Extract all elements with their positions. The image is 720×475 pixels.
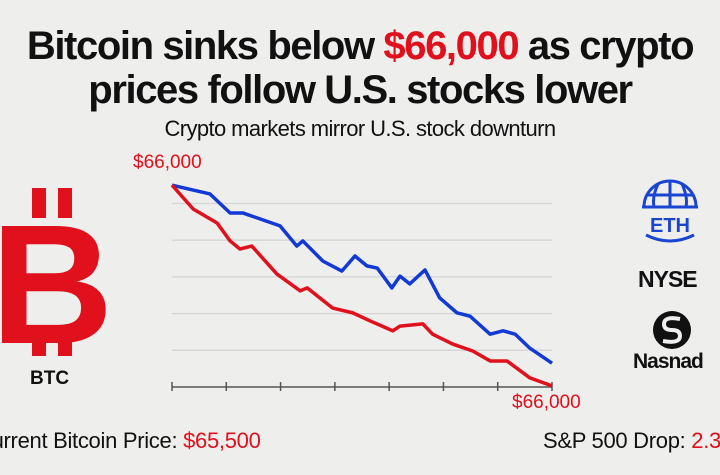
nasnad-label: Nasnad: [633, 350, 704, 373]
headline-price: $66,000: [383, 24, 519, 68]
end-value-label: $66,000: [512, 392, 581, 413]
sp500-drop-label: S&P 500 Drop:: [543, 428, 692, 453]
sp500-drop: S&P 500 Drop: 2.3: [543, 428, 720, 454]
headline-text: as crypto: [518, 24, 695, 68]
bitcoin-icon: B: [0, 188, 112, 368]
eth-label: ETH: [650, 215, 690, 237]
current-price-label: Current Bitcoin Price:: [0, 428, 178, 453]
headline-line-1: Bitcoin sinks below $66,000 as crypto: [26, 24, 695, 68]
headline-text: Bitcoin sinks below: [26, 24, 384, 68]
svg-text:B: B: [0, 190, 112, 368]
series-line-0: [171, 183, 553, 365]
headline-line-2: prices follow U.S. stocks lower: [88, 68, 633, 112]
nyse-label: NYSE: [638, 266, 698, 292]
current-price-value: $65,500: [183, 428, 261, 453]
sp500-drop-value: 2.3: [691, 428, 720, 453]
globe-icon: ETH: [642, 179, 698, 243]
s-swirl-logo-icon: [653, 311, 691, 349]
btc-label: BTC: [30, 368, 70, 389]
subtitle: Crypto markets mirror U.S. stock downtur…: [164, 116, 556, 141]
current-price: Current Bitcoin Price: $65,500: [0, 428, 261, 454]
start-value-label: $66,000: [133, 152, 202, 173]
series-line-1: [170, 183, 553, 388]
